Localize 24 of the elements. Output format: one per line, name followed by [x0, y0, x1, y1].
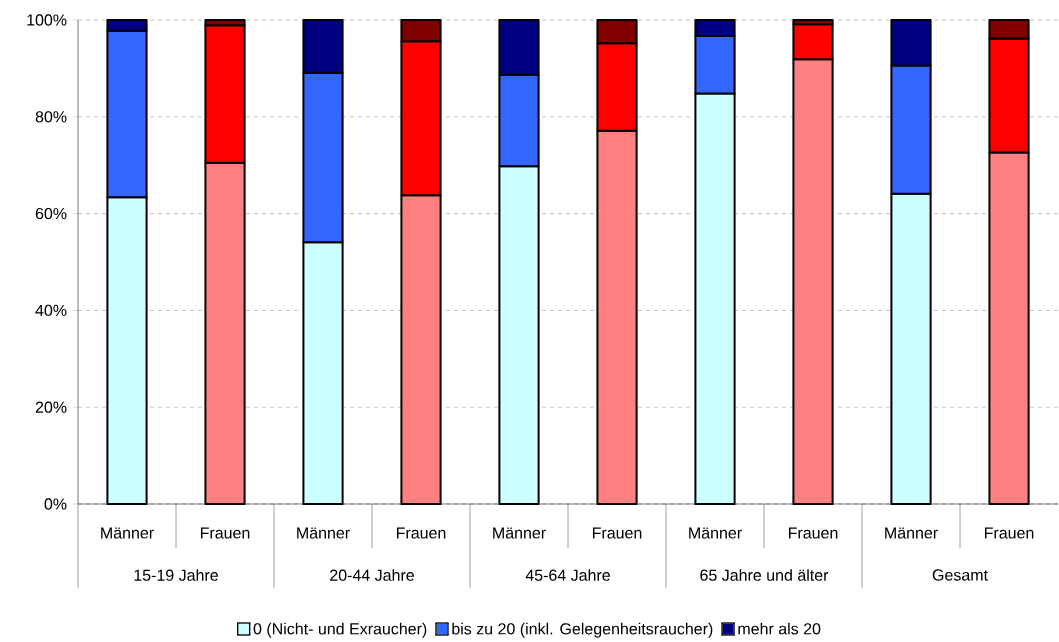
x-tick-label: Männer [493, 527, 546, 539]
text: Gesamt [932, 569, 988, 581]
y-tick-label: 100% [27, 14, 67, 26]
text: 20-44 Jahre [330, 569, 414, 581]
legend-label: mehr als 20 [738, 622, 821, 635]
text: 65 Jahre und älter [700, 569, 829, 581]
y-tick-label: 20% [35, 401, 67, 413]
text: 45-64 Jahre [525, 569, 610, 581]
x-tick-label: Frauen [200, 527, 250, 539]
text: 15-19 Jahre [134, 569, 218, 581]
x-tick-label: Männer [885, 527, 938, 539]
y-tick-label: 60% [35, 207, 67, 220]
legend-label: 0 (Nicht- und Exraucher) [253, 622, 427, 638]
x-tick-label: Männer [101, 527, 154, 539]
x-tick-label: Frauen [592, 527, 642, 539]
x-tick-label: Männer [689, 527, 742, 539]
y-tick-label: 0% [44, 498, 67, 510]
x-tick-label: Frauen [788, 527, 838, 539]
y-tick-label: 80% [35, 111, 67, 123]
x-tick-label: Frauen [984, 527, 1034, 539]
legend-label: bis zu 20 (inkl. Gelegenheitsraucher) [452, 622, 713, 638]
x-tick-label: Frauen [396, 527, 446, 539]
y-tick-label: 40% [35, 304, 67, 317]
x-tick-label: Männer [297, 527, 350, 539]
